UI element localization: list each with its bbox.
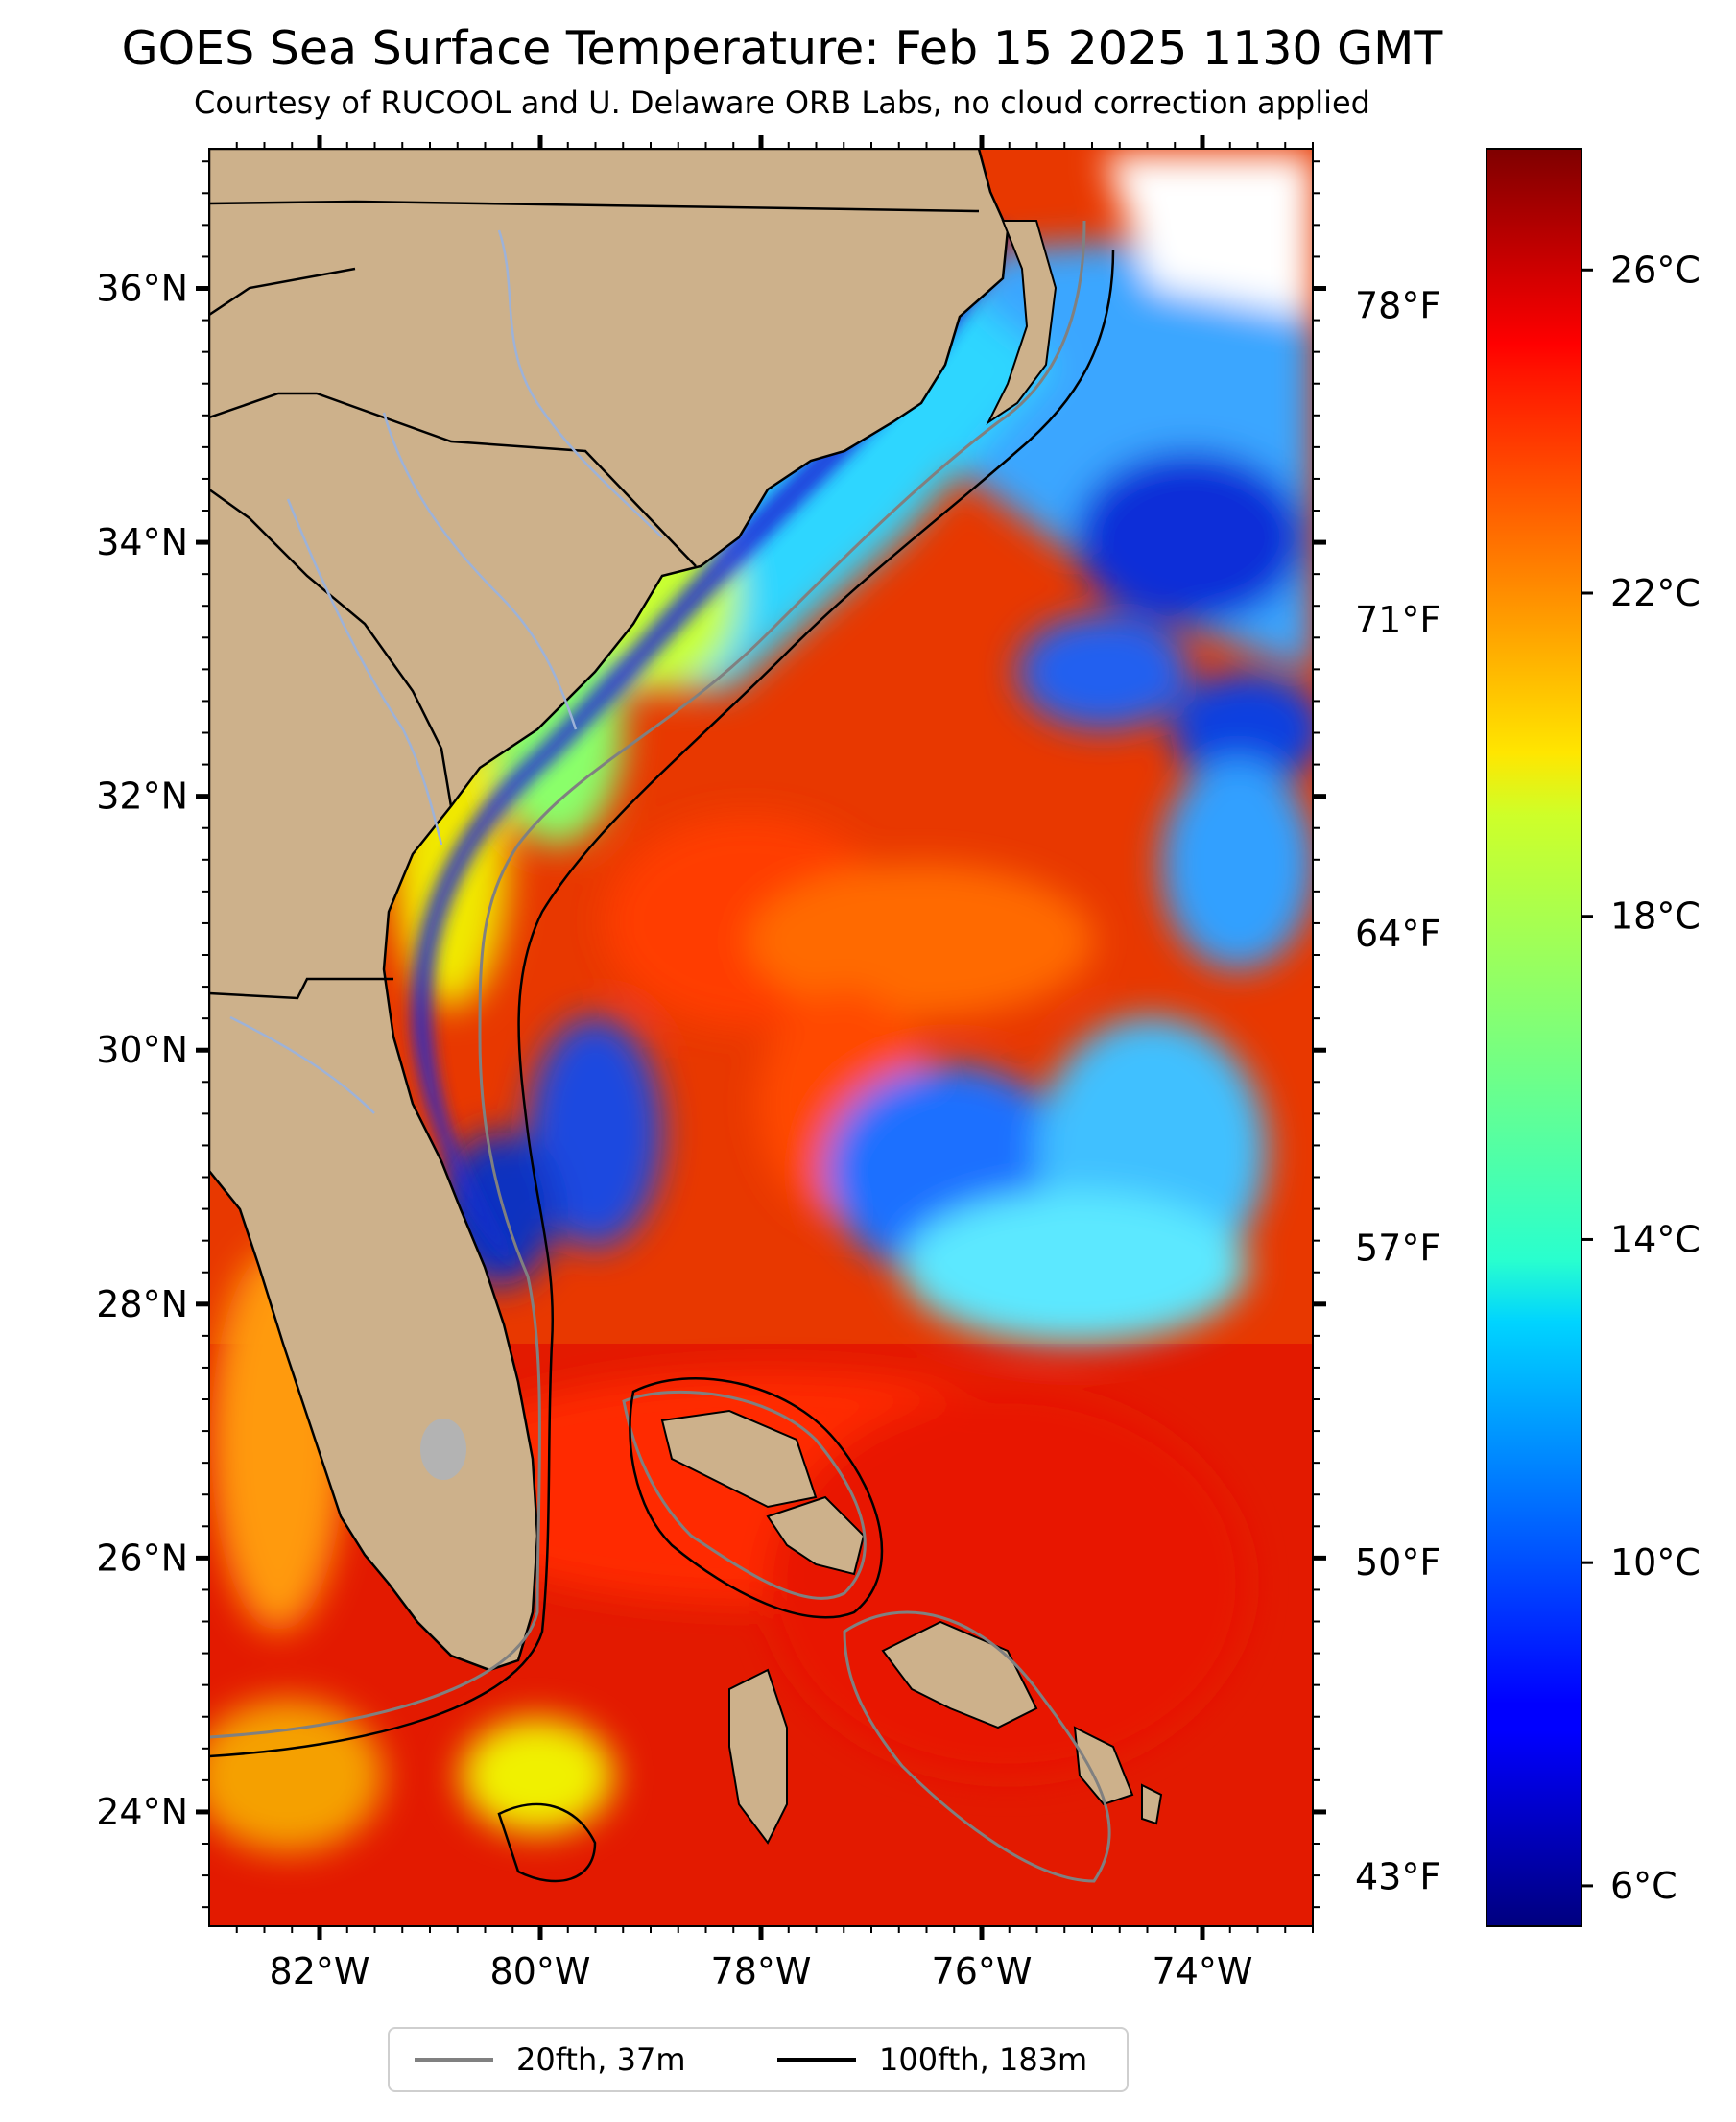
lon-tick-label: 82°W — [270, 1950, 370, 1992]
legend-item-100fth: 100fth, 183m — [777, 2029, 1087, 2090]
lon-tick-label: 74°W — [1153, 1950, 1253, 1992]
land-outer-banks — [986, 220, 1058, 425]
fahrenheit-tick-label: 57°F — [1355, 1228, 1440, 1270]
land-southeast-us — [209, 149, 1010, 1672]
lat-tick-label: 32°N — [96, 775, 188, 818]
fahrenheit-tick-label: 71°F — [1355, 599, 1440, 641]
lat-tick-label: 30°N — [96, 1029, 188, 1071]
map-panel — [209, 149, 1313, 1926]
legend-item-20fth: 20fth, 37m — [415, 2029, 685, 2090]
land-cat-island — [1073, 1726, 1134, 1806]
lake-okeechobee — [420, 1419, 466, 1480]
fahrenheit-tick-label: 78°F — [1355, 284, 1440, 326]
lat-tick-label: 34°N — [96, 521, 188, 563]
fahrenheit-tick-label: 64°F — [1355, 913, 1440, 955]
lat-tick-label: 28°N — [96, 1283, 188, 1325]
colorbar-tick-label: 6°C — [1610, 1865, 1677, 1907]
land-abaco — [766, 1495, 866, 1576]
fahrenheit-axis: 78°F 71°F 64°F 57°F 50°F 43°F — [1355, 284, 1440, 1897]
rivers — [229, 229, 663, 1114]
colorbar-tick-label: 14°C — [1610, 1218, 1700, 1260]
colorbar-tick-label: 18°C — [1610, 895, 1700, 938]
map-subtitle: Courtesy of RUCOOL and U. Delaware ORB L… — [194, 84, 1370, 121]
land-small-cay — [1141, 1783, 1163, 1825]
fahrenheit-tick-label: 50°F — [1355, 1541, 1440, 1584]
colorbar-tick-label: 26°C — [1610, 249, 1700, 291]
legend-label-20fth: 20fth, 37m — [516, 2041, 686, 2078]
state-borders — [209, 200, 980, 1000]
lat-tick-label: 24°N — [96, 1791, 188, 1833]
legend-label-100fth: 100fth, 183m — [879, 2041, 1088, 2078]
lon-tick-label: 76°W — [932, 1950, 1033, 1992]
colorbar-tick-label: 22°C — [1610, 572, 1700, 614]
map-title: GOES Sea Surface Temperature: Feb 15 202… — [121, 21, 1443, 76]
lon-tick-label: 80°W — [490, 1950, 591, 1992]
colorbar — [1486, 148, 1582, 1927]
longitude-axis: 82°W 80°W 78°W 76°W 74°W — [235, 135, 1314, 1992]
land-grand-bahama — [660, 1409, 818, 1509]
contour-legend: 20fth, 37m 100fth, 183m — [388, 2027, 1129, 2092]
lon-tick-label: 78°W — [711, 1950, 812, 1992]
legend-swatch-100fth — [777, 2058, 856, 2062]
lat-tick-label: 36°N — [96, 268, 188, 310]
lat-tick-label: 26°N — [96, 1537, 188, 1579]
colorbar-tick-label: 10°C — [1610, 1541, 1700, 1584]
latitude-axis: 36°N 34°N 32°N 30°N 28°N 26°N 24°N — [96, 160, 1326, 1909]
contour-20fth — [209, 220, 1111, 1883]
fahrenheit-tick-label: 43°F — [1355, 1856, 1440, 1898]
contour-100fth — [209, 249, 1115, 1883]
colorbar-axis: 26°C 22°C 18°C 14°C 10°C 6°C — [1581, 249, 1700, 1907]
legend-swatch-20fth — [415, 2058, 493, 2062]
land-andros — [728, 1668, 788, 1845]
